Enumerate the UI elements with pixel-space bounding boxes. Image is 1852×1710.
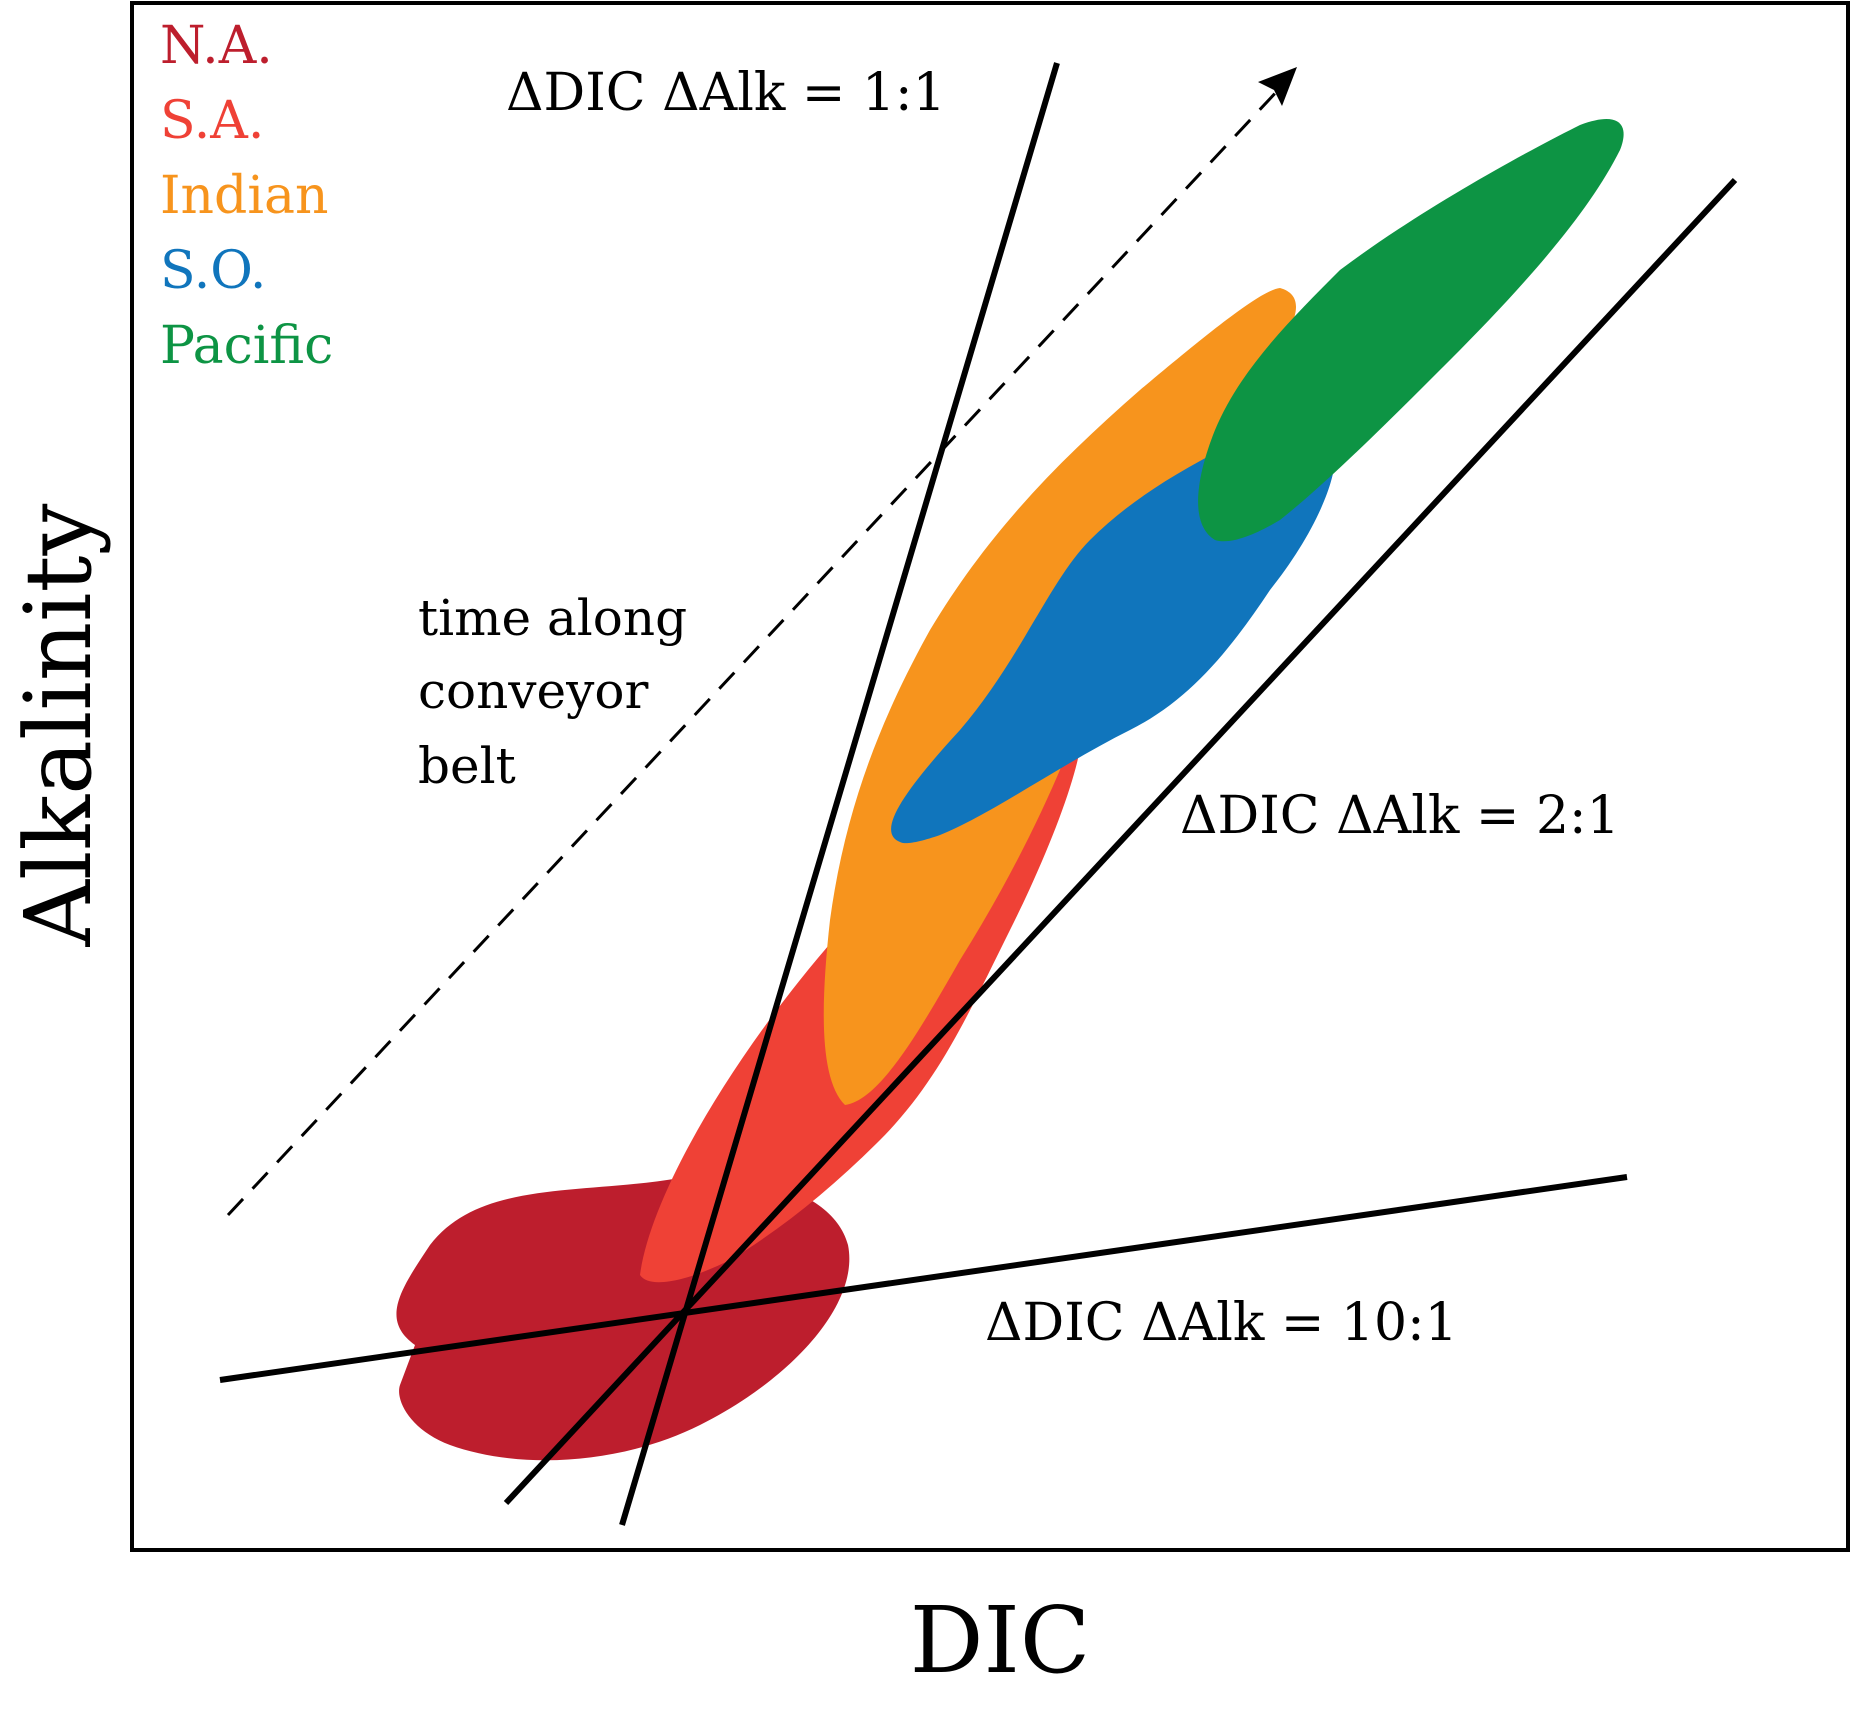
ratio-label-2-1: ΔDIC ΔAlk = 2:1 <box>1180 786 1620 846</box>
region-pacific <box>1198 119 1624 542</box>
ratio-line-2-1 <box>503 177 1738 1506</box>
plot-frame <box>130 1 1850 1552</box>
legend-item-southern-ocean: S.O. <box>160 241 266 301</box>
annotation-line-2: conveyor <box>418 662 648 720</box>
legend-item-pacific: Pacific <box>160 316 333 376</box>
ratio-line-10-1 <box>219 1174 1628 1383</box>
time-arrow-head <box>1258 67 1297 106</box>
y-axis-title: Alkalinity <box>5 504 112 948</box>
annotation-line-3: belt <box>418 737 516 795</box>
legend-item-indian: Indian <box>160 166 328 226</box>
x-axis-title: DIC <box>910 1587 1091 1694</box>
legend: N.A. S.A. Indian S.O. Pacific <box>160 16 333 376</box>
ratio-line-1-1 <box>619 62 1060 1526</box>
ratio-label-1-1: ΔDIC ΔAlk = 1:1 <box>506 63 946 123</box>
time-arrow-line <box>226 86 1282 1217</box>
annotation-line-1: time along <box>418 589 687 647</box>
legend-item-north-atlantic: N.A. <box>160 16 273 76</box>
ratio-label-10-1: ΔDIC ΔAlk = 10:1 <box>985 1293 1458 1353</box>
legend-item-south-atlantic: S.A. <box>160 91 264 151</box>
